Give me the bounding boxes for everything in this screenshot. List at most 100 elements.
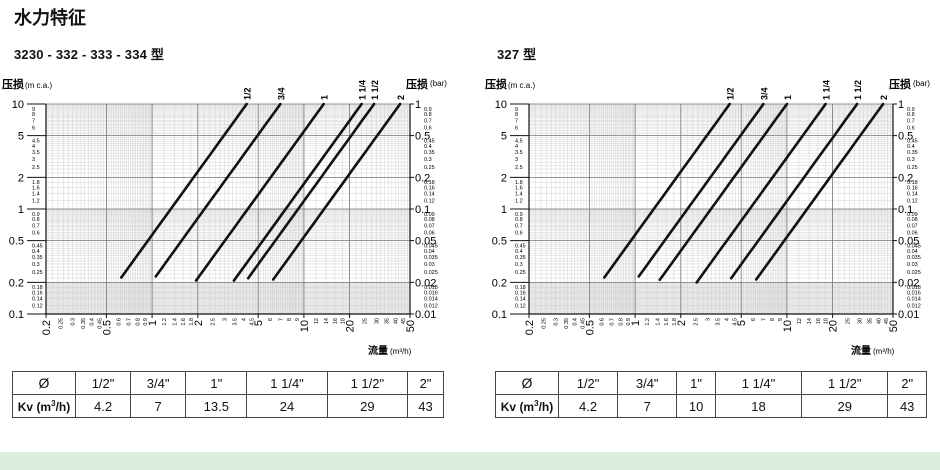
y-right-minor-label: 0.012: [907, 304, 921, 310]
x-minor-label: 14: [324, 318, 330, 324]
size-cell: 2": [407, 371, 444, 395]
y-left-major-label: 2: [18, 172, 24, 184]
y-right-minor-label: 0.03: [424, 262, 435, 268]
y-left-minor-label: 2.5: [32, 165, 40, 171]
y-left-major-label: 1: [18, 204, 24, 216]
kv-value-cell: 7: [617, 394, 678, 418]
kv-label: Kv (m3/h): [495, 394, 559, 418]
x-minor-label: 0.7: [610, 318, 616, 326]
y-right-major-label: 0.5: [415, 131, 430, 143]
y-left-axis-title: 压损: [485, 77, 507, 91]
y-left-major-label: 5: [18, 131, 24, 143]
size-cell: 1": [676, 371, 716, 395]
y-left-minor-label: 0.45: [515, 243, 526, 249]
x-minor-label: 0.3: [71, 318, 77, 326]
y-left-major-label: 0.1: [492, 309, 507, 321]
x-minor-label: 3.5: [716, 318, 722, 326]
x-minor-label: 0.8: [618, 318, 624, 326]
y-left-minor-label: 3.5: [32, 150, 40, 156]
series-line-1: [658, 102, 789, 282]
x-minor-label: 1.6: [181, 318, 187, 326]
y-left-minor-label: 0.12: [32, 304, 43, 310]
kv-value-cell: 13.5: [185, 394, 248, 418]
y-right-minor-label: 0.07: [424, 223, 435, 229]
x-minor-label: 7: [278, 318, 284, 321]
series-label: 2: [396, 95, 406, 100]
x-minor-label: 18: [341, 318, 347, 324]
y-right-major-label: 1: [415, 99, 421, 111]
kv-value-cell: 4.2: [74, 394, 132, 418]
y-right-minor-label: 0.045: [907, 243, 921, 249]
y-left-minor-label: 0.18: [515, 285, 526, 291]
y-left-minor-label: 0.14: [515, 297, 526, 303]
x-minor-label: 16: [333, 318, 339, 324]
kv-value-cell: 10: [676, 394, 716, 418]
y-right-minor-label: 0.025: [907, 270, 921, 276]
x-major-label: 0.2: [41, 320, 53, 335]
y-right-minor-label: 0.4: [907, 144, 915, 150]
y-right-minor-label: 0.8: [424, 112, 432, 118]
diameter-symbol: Ø: [12, 371, 76, 395]
series-line-1-1-4: [232, 102, 363, 282]
y-right-minor-label: 0.06: [424, 230, 435, 236]
size-cell: 2": [887, 371, 927, 395]
x-axis-unit: (m³/h): [390, 347, 412, 356]
x-minor-label: 3.5: [233, 318, 239, 326]
y-right-minor-label: 0.18: [907, 180, 918, 186]
y-left-minor-label: 4: [515, 144, 518, 150]
x-major-label: 0.5: [584, 320, 596, 335]
x-minor-label: 30: [857, 318, 863, 324]
x-minor-label: 14: [807, 318, 813, 324]
kv-value-cell: 7: [130, 394, 187, 418]
y-right-minor-label: 0.3: [424, 157, 432, 163]
series-label: 1 1/4: [358, 80, 368, 100]
kv-value-cell: 24: [246, 394, 328, 418]
y-right-major-label: 0.05: [415, 236, 436, 248]
x-minor-label: 12: [314, 318, 320, 324]
x-minor-label: 0.25: [59, 318, 65, 329]
y-right-minor-label: 0.6: [907, 125, 915, 131]
y-right-minor-label: 0.4: [424, 144, 432, 150]
y-left-minor-label: 1.2: [32, 199, 40, 205]
x-minor-label: 30: [374, 318, 380, 324]
y-right-major-label: 1: [898, 99, 904, 111]
size-cell: 3/4": [617, 371, 678, 395]
y-left-minor-label: 6: [32, 125, 35, 131]
kv-table-value-row: Kv (m3/h) 4.2 7 10 18 29 43: [495, 394, 927, 418]
y-right-minor-label: 0.25: [424, 165, 435, 171]
size-cell: 1 1/4": [714, 371, 803, 395]
kv-value-cell: 29: [326, 394, 409, 418]
y-right-minor-label: 0.8: [907, 112, 915, 118]
y-left-minor-label: 3: [32, 157, 35, 163]
y-left-minor-label: 0.4: [32, 249, 40, 255]
kv-value-cell: 4.2: [557, 394, 619, 418]
x-axis-title: 流量: [368, 344, 388, 357]
x-minor-label: 0.35: [564, 318, 570, 329]
x-minor-label: 4.5: [732, 318, 738, 326]
series-label: 1/2: [243, 87, 253, 100]
kv-value-cell: 43: [407, 394, 444, 418]
y-left-major-label: 0.2: [9, 277, 24, 289]
x-minor-label: 1.8: [189, 318, 195, 326]
y-right-minor-label: 0.08: [424, 217, 435, 223]
y-right-minor-label: 0.045: [424, 243, 438, 249]
x-minor-label: 6: [268, 318, 274, 321]
size-cell: 1 1/4": [246, 371, 328, 395]
kv-value-cell: 18: [714, 394, 803, 418]
y-left-major-label: 0.1: [9, 309, 24, 321]
series-line-2: [754, 102, 885, 281]
x-minor-label: 0.4: [573, 318, 579, 326]
x-minor-label: 45: [884, 318, 890, 324]
y-left-major-label: 5: [501, 131, 507, 143]
x-major-label: 10: [782, 320, 794, 332]
x-minor-label: 0.25: [542, 318, 548, 329]
x-minor-label: 4: [241, 318, 247, 321]
y-right-axis-title: 压损: [889, 77, 911, 91]
x-minor-label: 1.6: [664, 318, 670, 326]
pressure-drop-chart-1: 105210.50.20.198764.543.532.51.81.61.41.…: [2, 77, 447, 357]
y-left-minor-label: 8: [515, 112, 518, 118]
y-left-minor-label: 0.8: [515, 217, 523, 223]
y-right-major-label: 0.1: [898, 204, 913, 216]
y-left-major-label: 0.5: [9, 236, 24, 248]
x-major-label: 0.5: [101, 320, 113, 335]
